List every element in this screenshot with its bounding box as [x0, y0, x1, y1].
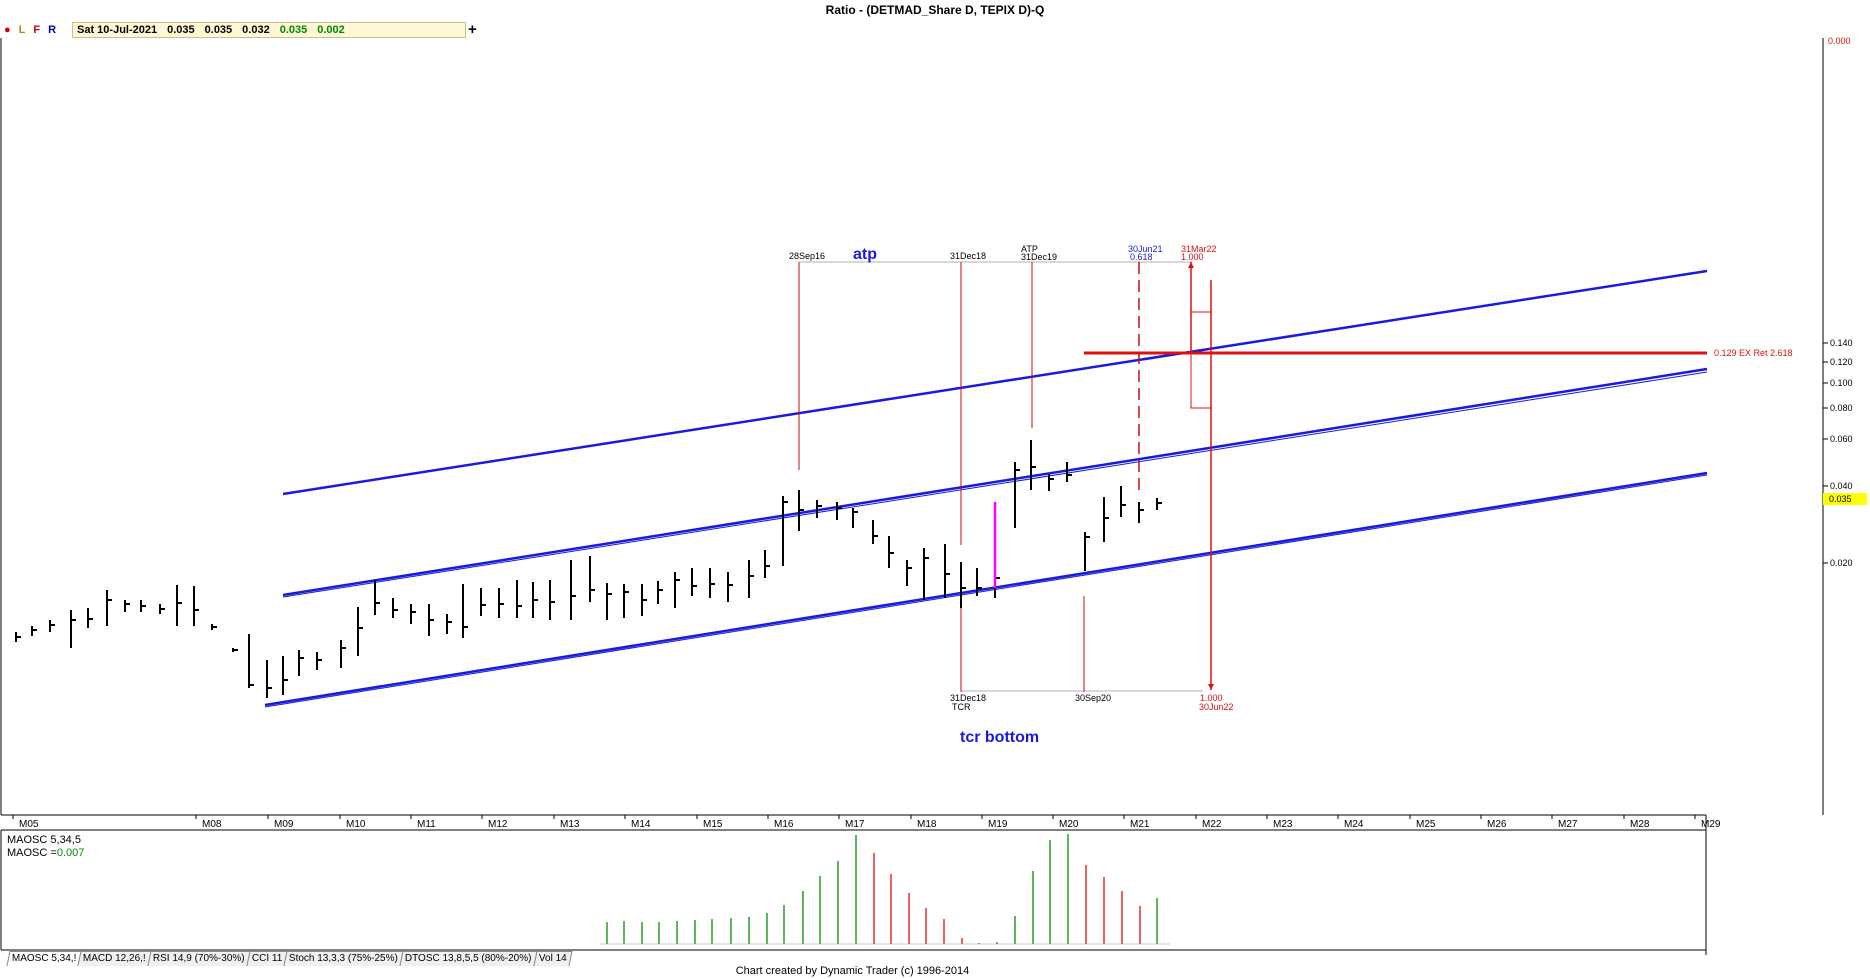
x-tick-label: M09: [274, 819, 294, 830]
y-tick-label: 0.060: [1830, 434, 1853, 444]
y-tick-label: 0.100: [1830, 378, 1853, 388]
quote-date: Sat 10-Jul-2021: [77, 24, 158, 36]
x-tick-label: M25: [1416, 819, 1436, 830]
quote-close: 0.035: [279, 24, 308, 36]
date-annotation: 31Dec18: [950, 251, 986, 261]
channel-lower-line-2: [264, 474, 1708, 708]
date-annotation: 31Dec18: [950, 693, 986, 703]
channel-middle-line: [282, 367, 1708, 597]
y-tick-label: 0.080: [1830, 403, 1853, 413]
time-band-box: [1190, 311, 1212, 409]
record-dot-icon[interactable]: ●: [4, 24, 11, 36]
y-tick-label: 0.020: [1830, 558, 1853, 568]
x-tick-label: M20: [1059, 819, 1079, 830]
f-button[interactable]: F: [33, 24, 41, 36]
date-annotation: 28Sep16: [789, 251, 825, 261]
quote-high: 0.035: [204, 24, 233, 36]
date-annotation: 31Mar22: [1181, 244, 1217, 254]
channel-middle-line-2: [282, 371, 1708, 598]
date-annotation: 30Jun21: [1128, 244, 1163, 254]
quote-change: 0.002: [317, 24, 345, 36]
x-tick-label: M24: [1344, 819, 1364, 830]
quote-open: 0.035: [167, 24, 195, 36]
x-tick-label: M15: [703, 819, 723, 830]
x-tick-label: M11: [417, 819, 436, 830]
date-annotation: 1.000: [1181, 252, 1204, 262]
x-tick-label: M29: [1701, 819, 1721, 830]
date-annotation: TCR: [952, 702, 971, 712]
y-tick-label: 0.120: [1830, 357, 1853, 367]
price-bars: [15, 440, 1162, 698]
oscillator-label: MAOSC: [7, 847, 48, 859]
x-tick-label: M28: [1630, 819, 1650, 830]
oscillator-name: MAOSC 5,34,5: [7, 834, 81, 846]
x-tick-label: M18: [917, 819, 937, 830]
oscillator-value: 0.007: [56, 847, 85, 859]
last-price-label: 0.035: [1829, 494, 1852, 504]
date-annotation: 0.618: [1130, 252, 1153, 262]
chart-title: Ratio - (DETMAD_Share D, TEPIX D)-Q: [825, 3, 1045, 17]
svg-text:0.000: 0.000: [1828, 36, 1851, 46]
x-tick-label: M21: [1130, 819, 1150, 830]
l-button[interactable]: L: [18, 24, 26, 36]
date-annotation: 31Dec19: [1021, 252, 1057, 262]
add-button[interactable]: +: [468, 21, 477, 38]
oscillator-legend: MAOSC 5,34,5 MAOSC =0.007: [7, 834, 85, 859]
x-tick-label: M23: [1273, 819, 1293, 830]
x-tick-label: M10: [346, 819, 366, 830]
last-price-tag: [1823, 493, 1867, 505]
channel-lower-line: [264, 471, 1708, 707]
y-tick-label: 0.040: [1830, 481, 1853, 491]
date-annotation: 30Jun22: [1199, 702, 1234, 712]
oscillator-bars: [600, 834, 1170, 945]
time-projections: [798, 261, 1707, 692]
channel-upper-line: [282, 269, 1708, 496]
quote-low: 0.032: [242, 24, 270, 36]
footer-credit: Chart created by Dynamic Trader (c) 1996…: [735, 965, 970, 977]
x-tick-label: M05: [19, 819, 39, 830]
x-tick-label: M17: [845, 819, 865, 830]
date-annotation: 1.000: [1200, 693, 1223, 703]
date-annotation: 30Sep20: [1075, 693, 1111, 703]
r-button[interactable]: R: [48, 24, 57, 36]
x-tick-label: M13: [560, 819, 580, 830]
atp-label: atp: [853, 246, 877, 263]
x-tick-label: M14: [631, 819, 651, 830]
x-axis: M05 M08 M09 M10 M11 M12 M13 M14 M15 M16 M17 M18 M19 M…: [12, 815, 1721, 830]
x-tick-label: M26: [1487, 819, 1507, 830]
x-tick-label: M19: [988, 819, 1008, 830]
x-tick-label: M27: [1558, 819, 1578, 830]
tcr-bottom-label: tcr bottom: [960, 729, 1039, 746]
quote-bar: ● L F R Sat 10-Jul-2021 0.035 0.035 0.03…: [0, 21, 470, 39]
x-tick-label: M22: [1202, 819, 1222, 830]
price-target-label: 0.129 EX Ret 2.618: [1714, 348, 1793, 358]
date-annotation: ATP: [1021, 244, 1038, 254]
y-tick-label: 0.140: [1830, 338, 1853, 348]
regression-channel[interactable]: [264, 269, 1708, 708]
y-axis: 0.140 0.120 0.100 0.080 0.060 0.040 0.020 0.035: [1823, 338, 1867, 568]
x-tick-label: M16: [774, 819, 794, 830]
x-tick-label: M12: [488, 819, 508, 830]
x-tick-label: M08: [202, 819, 222, 830]
